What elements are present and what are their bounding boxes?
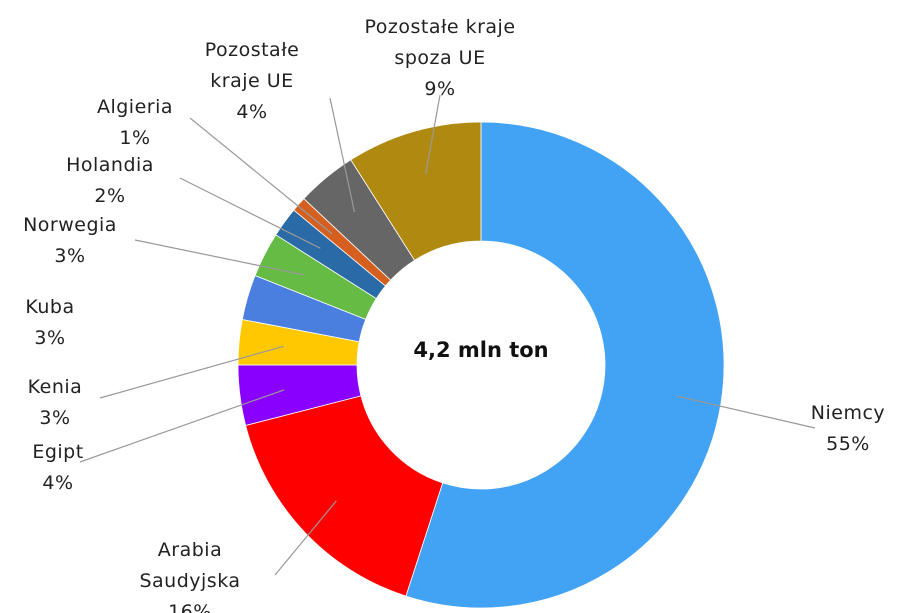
value-label: 2% [94,185,126,207]
leader-line [134,239,305,276]
category-label: Arabia Saudyjska [139,539,241,592]
leader-line [425,94,441,175]
slice-label: Kuba 3% [10,292,90,354]
leader-line [179,177,321,249]
category-label: Pozostałe kraje UE [204,39,300,92]
value-label: 3% [34,327,66,349]
leader-line [274,500,337,576]
slice-label: Algieria 1% [80,92,190,154]
center-label: 4,2 mln ton [413,338,549,362]
leader-line [676,395,816,429]
value-label: 3% [39,407,71,429]
leader-line [79,389,285,463]
category-label: Kuba [25,296,75,318]
value-label: 16% [168,601,212,613]
category-label: Kenia [27,376,83,398]
slice-label: Norwegia 3% [5,210,135,272]
leader-line [99,345,284,399]
value-label: 3% [54,245,86,267]
slice [350,121,482,261]
slice-label: Kenia 3% [10,372,100,434]
value-label: 4% [236,101,268,123]
category-label: Niemcy [810,402,886,424]
value-label: 9% [424,78,456,100]
slice-label: Egipt 4% [18,437,98,499]
slice-label: Niemcy 55% [788,398,901,460]
slice-label: Pozostałe kraje UE 4% [187,35,317,128]
slice [245,395,444,597]
leader-line [189,117,333,235]
category-label: Pozostałe kraje spoza UE [364,16,516,69]
value-label: 4% [42,472,74,494]
leader-line [329,97,356,213]
value-label: 1% [119,127,151,149]
slice-label: Arabia Saudyjska 16% [125,535,255,613]
value-label: 55% [826,433,870,455]
category-label: Algieria [96,96,174,118]
category-label: Holandia [66,154,154,176]
slice-label: Holandia 2% [55,150,165,212]
category-label: Egipt [32,441,84,463]
category-label: Norwegia [23,214,117,236]
slice [405,121,725,609]
slice-label: Pozostałe kraje spoza UE 9% [340,12,540,105]
